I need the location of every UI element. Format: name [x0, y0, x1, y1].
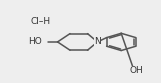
- Text: OH: OH: [129, 66, 143, 75]
- Text: Cl–H: Cl–H: [31, 17, 51, 26]
- Text: N: N: [94, 37, 101, 46]
- Text: HO: HO: [28, 37, 42, 46]
